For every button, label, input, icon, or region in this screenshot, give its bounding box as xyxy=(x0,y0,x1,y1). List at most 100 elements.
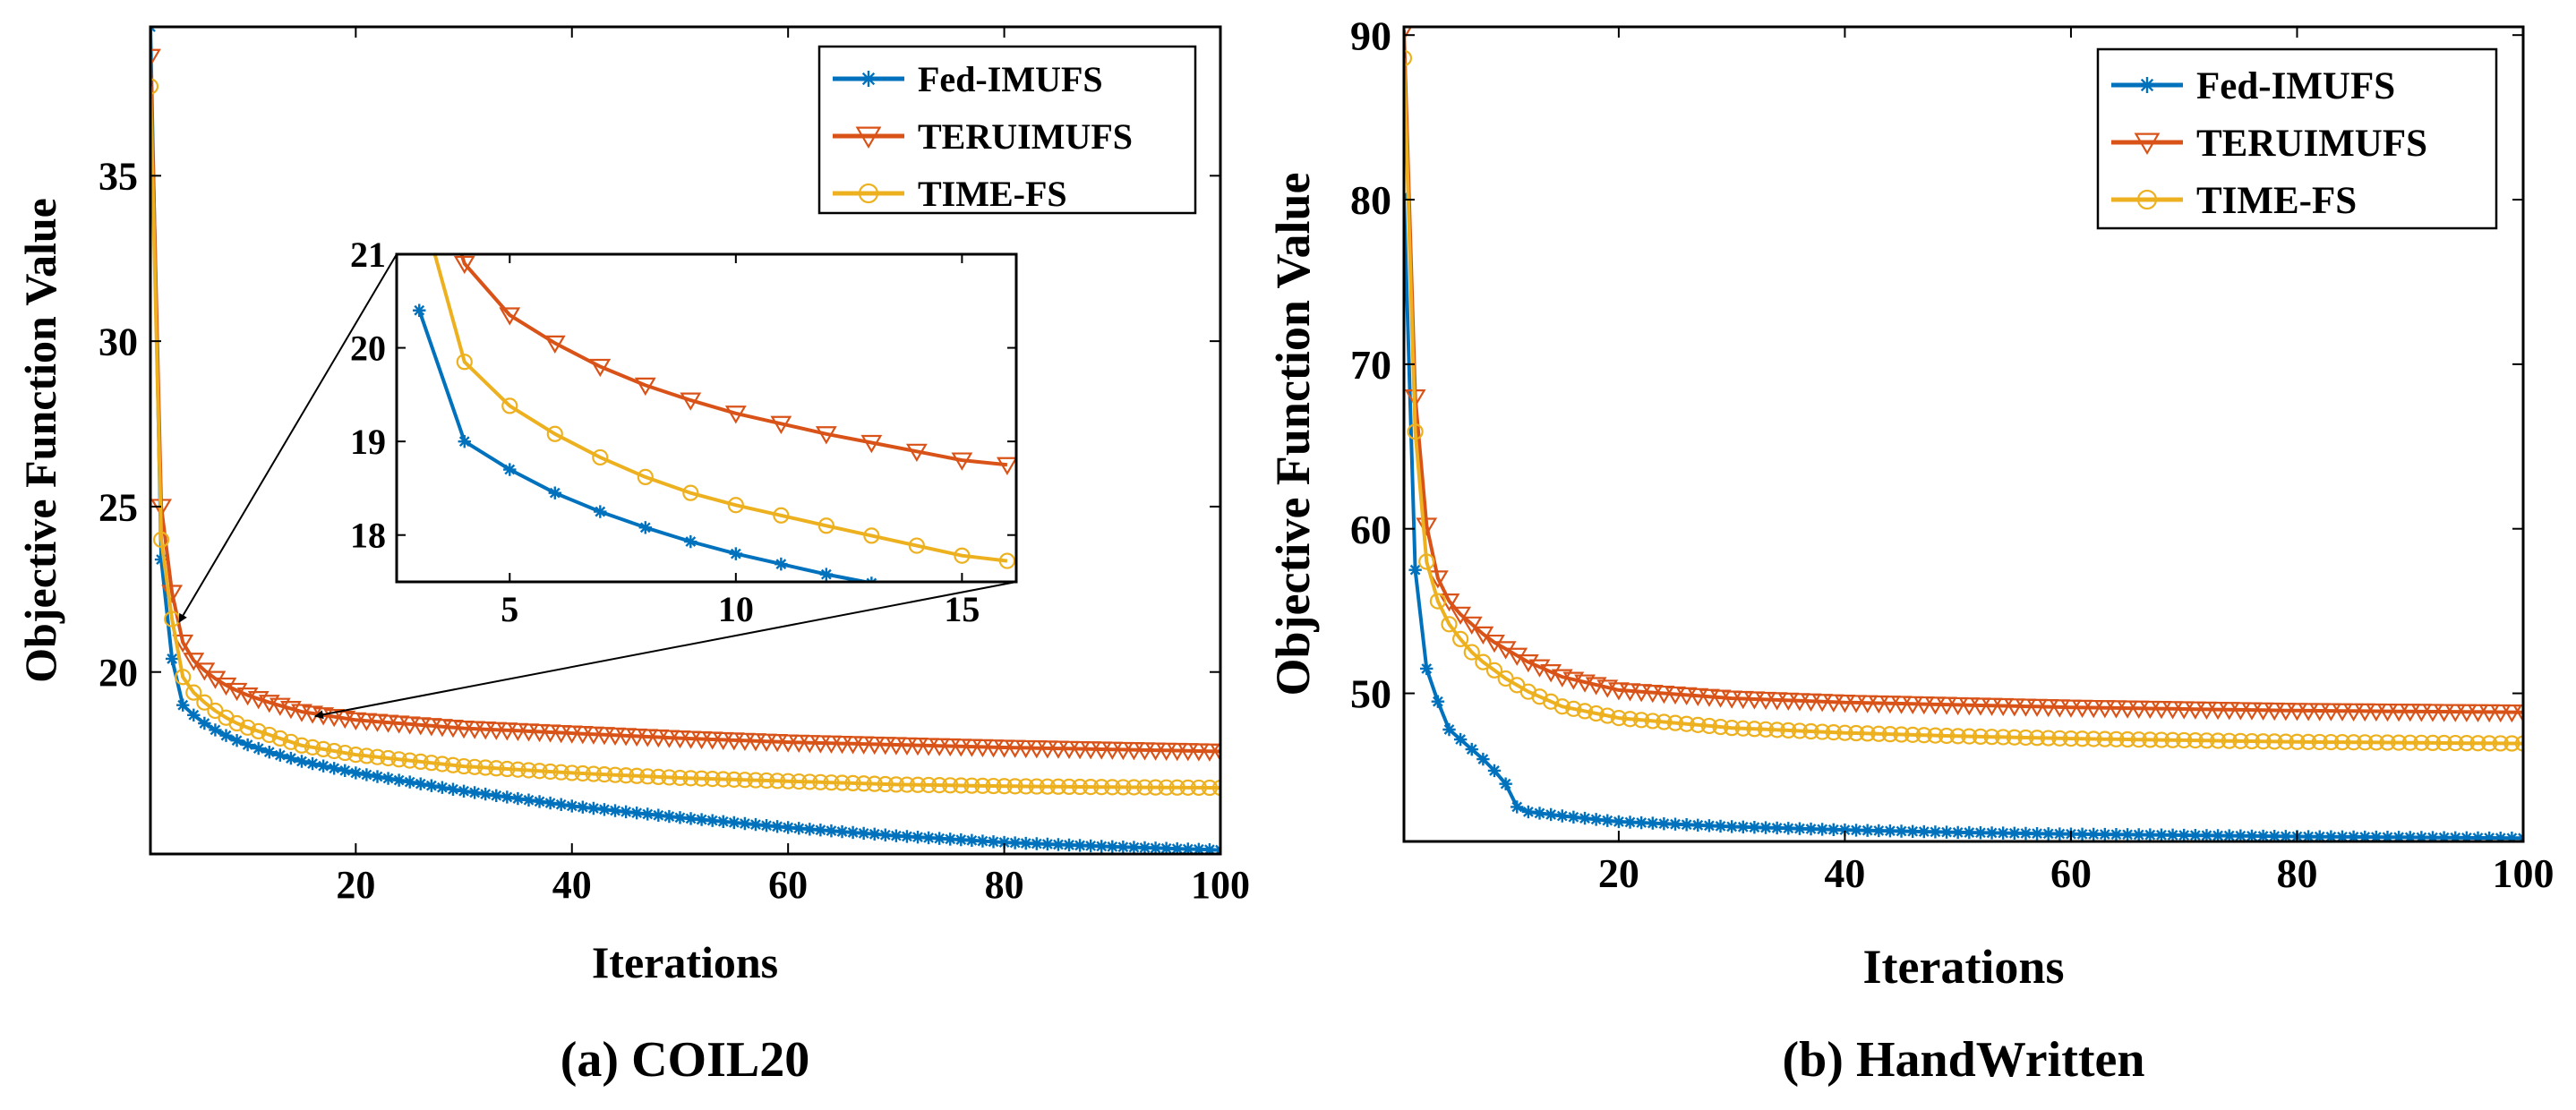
data-point-time-fs xyxy=(974,777,991,794)
data-point-fed-imufs xyxy=(775,557,788,571)
data-point-teruimufs xyxy=(1743,691,1766,710)
data-point-fed-imufs xyxy=(1408,563,1422,576)
series-teruimufs xyxy=(453,254,1016,475)
data-point-teruimufs xyxy=(366,713,389,732)
data-point-time-fs xyxy=(2074,730,2091,747)
data-point-time-fs xyxy=(704,771,721,788)
data-point-time-fs xyxy=(1147,779,1164,796)
data-point-fed-imufs xyxy=(413,303,426,317)
data-point-teruimufs xyxy=(863,736,886,756)
data-point-time-fs xyxy=(1083,779,1100,796)
y-tick-label: 70 xyxy=(1350,342,1391,388)
data-point-fed-imufs xyxy=(1714,819,1727,833)
data-point-teruimufs xyxy=(388,715,410,734)
data-point-teruimufs xyxy=(2083,699,2105,719)
data-point-fed-imufs xyxy=(1736,820,1750,834)
data-point-time-fs xyxy=(1104,779,1121,796)
data-point-time-fs xyxy=(585,765,602,782)
data-point-teruimufs xyxy=(756,733,777,752)
data-point-fed-imufs xyxy=(381,772,395,785)
data-point-fed-imufs xyxy=(2358,830,2372,841)
data-point-teruimufs xyxy=(770,415,792,434)
data-point-fed-imufs xyxy=(1849,824,1863,837)
data-point-time-fs xyxy=(942,777,959,794)
data-point-fed-imufs xyxy=(328,762,341,775)
data-point-fed-imufs xyxy=(2460,831,2474,841)
axis-ticks: 20 40 60 80 100 50 60 70 80 90 xyxy=(1350,13,2555,896)
data-point-fed-imufs xyxy=(900,830,914,843)
data-point-fed-imufs xyxy=(1917,824,1931,839)
data-point-fed-imufs xyxy=(663,809,676,824)
data-point-teruimufs xyxy=(971,739,994,758)
data-point-time-fs xyxy=(2255,733,2272,750)
data-point-time-fs xyxy=(444,756,462,773)
data-point-time-fs xyxy=(727,497,744,514)
data-point-time-fs xyxy=(801,773,818,790)
data-point-teruimufs xyxy=(2105,700,2127,719)
data-point-fed-imufs xyxy=(316,759,330,773)
legend-item-time-fs: TIME-FS xyxy=(2111,180,2357,222)
data-point-teruimufs xyxy=(1902,696,1924,714)
data-point-fed-imufs xyxy=(2144,828,2157,841)
data-point-fed-imufs xyxy=(2178,828,2191,841)
data-point-teruimufs xyxy=(1665,686,1686,705)
data-point-fed-imufs xyxy=(987,835,1000,849)
data-point-teruimufs xyxy=(172,634,194,653)
data-point-fed-imufs xyxy=(2154,828,2169,841)
x-tick-label: 80 xyxy=(2276,850,2317,896)
y-tick-label: 25 xyxy=(98,485,138,529)
data-point-fed-imufs xyxy=(2403,831,2417,841)
data-point-fed-imufs xyxy=(1815,823,1829,836)
data-point-teruimufs xyxy=(2365,703,2387,722)
data-point-fed-imufs xyxy=(2007,826,2022,841)
chart-coil20: 20 40 60 80 100 20 25 30 35 Iterations Objective… xyxy=(15,25,1250,1088)
data-point-fed-imufs xyxy=(424,779,439,792)
legend-marker xyxy=(2136,189,2158,210)
data-point-teruimufs xyxy=(485,722,508,740)
data-point-fed-imufs xyxy=(814,824,827,837)
data-point-fed-imufs xyxy=(868,827,881,841)
data-point-fed-imufs xyxy=(706,814,719,827)
data-point-fed-imufs xyxy=(1476,752,1490,766)
x-tick-label: 15 xyxy=(944,589,980,629)
data-point-time-fs xyxy=(639,768,656,785)
data-point-time-fs xyxy=(747,772,765,789)
legend: Fed-IMUFS TERUIMUFS TIME-FS xyxy=(817,45,1197,215)
data-point-fed-imufs xyxy=(684,812,697,825)
data-point-time-fs xyxy=(2503,735,2520,752)
data-point-fed-imufs xyxy=(165,652,179,666)
data-point-teruimufs xyxy=(453,255,475,275)
data-point-teruimufs xyxy=(1494,641,1517,660)
data-point-teruimufs xyxy=(453,720,475,739)
data-point-teruimufs xyxy=(2286,703,2308,722)
data-point-fed-imufs xyxy=(1465,742,1478,756)
data-point-time-fs xyxy=(501,397,518,414)
data-point-teruimufs xyxy=(2026,698,2048,718)
data-point-fed-imufs xyxy=(305,756,320,771)
data-point-fed-imufs xyxy=(1668,817,1682,831)
data-point-fed-imufs xyxy=(684,534,697,549)
data-point-teruimufs xyxy=(1101,741,1124,760)
data-point-time-fs xyxy=(650,768,667,785)
data-point-teruimufs xyxy=(2455,704,2478,722)
data-point-teruimufs xyxy=(1058,740,1080,759)
data-point-fed-imufs xyxy=(1724,820,1739,833)
data-point-time-fs xyxy=(682,484,699,501)
data-point-time-fs xyxy=(1093,779,1110,796)
data-point-fed-imufs xyxy=(954,832,968,847)
data-point-fed-imufs xyxy=(1895,824,1908,838)
data-point-time-fs xyxy=(293,737,311,754)
data-point-time-fs xyxy=(715,771,732,788)
data-point-time-fs xyxy=(1028,778,1045,795)
data-point-teruimufs xyxy=(2139,700,2161,720)
data-point-fed-imufs xyxy=(597,803,612,816)
data-point-teruimufs xyxy=(561,725,583,744)
data-point-teruimufs xyxy=(993,739,1015,758)
data-point-teruimufs xyxy=(1822,694,1844,713)
data-point-time-fs xyxy=(2198,732,2215,749)
data-point-fed-imufs xyxy=(1646,816,1659,830)
data-point-fed-imufs xyxy=(1533,807,1546,820)
data-point-fed-imufs xyxy=(2381,831,2394,841)
data-point-teruimufs xyxy=(929,738,951,756)
